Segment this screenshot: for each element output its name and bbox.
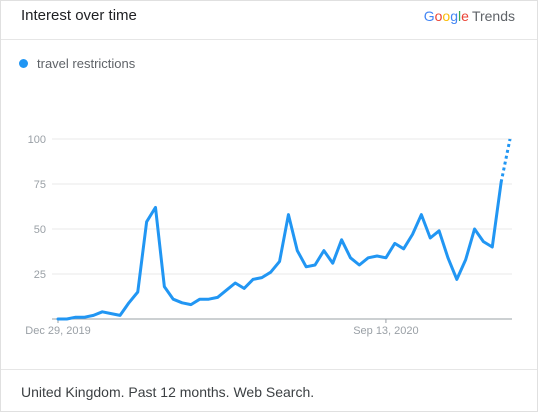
series-line [56, 180, 503, 321]
chart-legend: travel restrictions [19, 56, 135, 71]
line-chart[interactable]: 25 50 75 100 Dec 29, 2019 Sep 13, 2020 [1, 1, 537, 369]
brand-letter: o [434, 8, 443, 24]
legend-label: travel restrictions [37, 56, 136, 71]
google-trends-logo[interactable]: Google Trends [424, 8, 515, 24]
y-tick-label: 50 [34, 224, 46, 236]
y-tick-label: 25 [34, 269, 46, 281]
footer-description: United Kingdom. Past 12 months. Web Sear… [21, 384, 315, 400]
brand-letter: g [450, 8, 459, 24]
legend-dot-icon [19, 59, 28, 68]
brand-letter: G [423, 8, 435, 24]
card-header: Interest over time Google Trends [1, 1, 537, 40]
brand-suffix: Trends [471, 8, 515, 24]
y-tick-label: 100 [28, 134, 46, 146]
y-tick-label: 75 [34, 179, 46, 191]
card-title: Interest over time [21, 7, 137, 24]
brand-letter: o [442, 8, 451, 24]
series-line-partial [499, 138, 512, 183]
brand-letter: l [458, 8, 462, 24]
x-tick-label: Sep 13, 2020 [353, 325, 418, 337]
brand-letter: e [461, 8, 469, 24]
x-tick-label: Dec 29, 2019 [25, 325, 90, 337]
card-footer: United Kingdom. Past 12 months. Web Sear… [1, 369, 537, 412]
